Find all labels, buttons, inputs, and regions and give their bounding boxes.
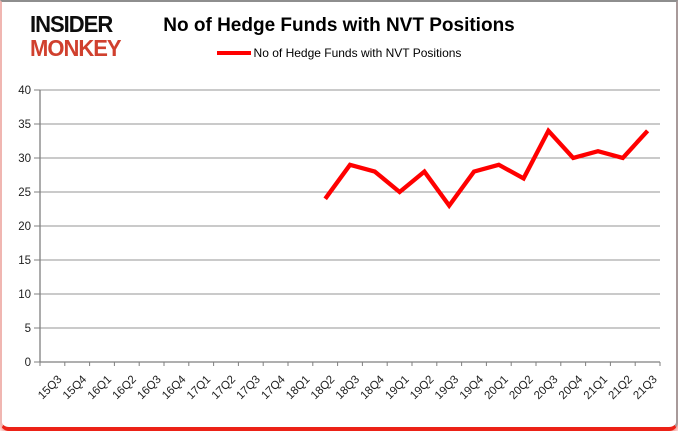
svg-text:16Q1: 16Q1 xyxy=(86,374,114,402)
svg-text:17Q1: 17Q1 xyxy=(185,374,213,402)
svg-text:5: 5 xyxy=(25,323,31,335)
svg-text:17Q2: 17Q2 xyxy=(210,374,238,402)
svg-text:20Q3: 20Q3 xyxy=(532,374,560,402)
svg-text:19Q1: 19Q1 xyxy=(383,374,411,402)
svg-text:16Q4: 16Q4 xyxy=(160,373,189,402)
svg-text:35: 35 xyxy=(18,119,31,131)
svg-text:19Q4: 19Q4 xyxy=(458,373,487,402)
svg-text:19Q3: 19Q3 xyxy=(433,374,461,402)
svg-text:0: 0 xyxy=(25,357,31,369)
svg-text:40: 40 xyxy=(18,85,31,97)
legend: No of Hedge Funds with NVT Positions xyxy=(2,46,676,60)
svg-text:17Q3: 17Q3 xyxy=(235,374,263,402)
svg-text:19Q2: 19Q2 xyxy=(408,374,436,402)
svg-text:17Q4: 17Q4 xyxy=(259,373,288,402)
svg-text:21Q3: 21Q3 xyxy=(631,374,659,402)
legend-label: No of Hedge Funds with NVT Positions xyxy=(253,46,462,60)
svg-text:15Q3: 15Q3 xyxy=(36,374,64,402)
svg-text:18Q4: 18Q4 xyxy=(359,373,388,402)
svg-text:15: 15 xyxy=(18,255,31,267)
title-block: No of Hedge Funds with NVT Positions No … xyxy=(2,2,676,60)
svg-text:20Q1: 20Q1 xyxy=(483,374,511,402)
svg-text:10: 10 xyxy=(18,289,31,301)
svg-text:21Q1: 21Q1 xyxy=(582,374,610,402)
svg-text:16Q3: 16Q3 xyxy=(135,374,163,402)
svg-text:30: 30 xyxy=(18,153,31,165)
chart-title: No of Hedge Funds with NVT Positions xyxy=(163,15,515,36)
svg-text:18Q1: 18Q1 xyxy=(284,374,312,402)
svg-text:20Q2: 20Q2 xyxy=(507,374,535,402)
svg-text:16Q2: 16Q2 xyxy=(111,374,139,402)
svg-text:25: 25 xyxy=(18,187,31,199)
svg-text:18Q2: 18Q2 xyxy=(309,374,337,402)
svg-text:20Q4: 20Q4 xyxy=(557,373,586,402)
svg-text:18Q3: 18Q3 xyxy=(334,374,362,402)
insider-monkey-logo: INSIDER MONKEY xyxy=(30,10,122,62)
svg-text:20: 20 xyxy=(18,221,31,233)
logo-text-monkey: MONKEY xyxy=(30,34,122,62)
line-chart-plot: 0 5 10 15 20 25 30 35 40 15Q315Q416Q116Q216Q316Q4… xyxy=(18,85,661,402)
legend-line-marker xyxy=(216,51,251,55)
plot-area: 0 5 10 15 20 25 30 35 40 15Q3 15Q4 16Q1 16Q2 16Q3 16Q4… xyxy=(2,78,676,427)
svg-text:21Q2: 21Q2 xyxy=(607,374,635,402)
svg-text:15Q4: 15Q4 xyxy=(61,373,90,402)
chart-header: INSIDER MONKEY No of Hedge Funds with NV… xyxy=(2,2,676,78)
logo-text-insider: INSIDER xyxy=(30,10,113,38)
